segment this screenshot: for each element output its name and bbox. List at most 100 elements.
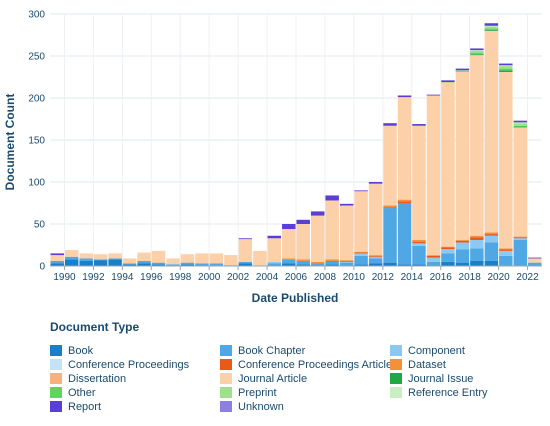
bar-segment-book-chapter[interactable]: [310, 263, 325, 266]
bar-segment-dataset[interactable]: [354, 251, 368, 253]
bar-segment-component[interactable]: [513, 238, 528, 240]
bar-segment-conference-proceedings-article[interactable]: [368, 255, 383, 257]
legend-item-dissertation[interactable]: Dissertation: [50, 372, 220, 385]
bar-segment-journal-article[interactable]: [267, 238, 282, 262]
bar-segment-book-chapter[interactable]: [296, 260, 310, 265]
bar-segment-other[interactable]: [513, 125, 528, 127]
bar-segment-preprint[interactable]: [455, 70, 470, 72]
bar-segment-conference-proceedings-article[interactable]: [339, 260, 354, 262]
bar-segment-conference-proceedings-article[interactable]: [383, 207, 397, 209]
bar-stack-2018[interactable]: [470, 48, 484, 266]
bar-segment-book-chapter[interactable]: [325, 261, 339, 265]
bar-segment-book-chapter[interactable]: [383, 208, 397, 263]
legend-item-unknown[interactable]: Unknown: [220, 400, 390, 413]
bar-segment-book[interactable]: [397, 264, 412, 266]
bar-segment-dataset[interactable]: [499, 248, 513, 250]
bar-stack-2011[interactable]: [368, 182, 383, 266]
bar-segment-journal-issue[interactable]: [484, 29, 499, 31]
bar-segment-book[interactable]: [79, 260, 93, 266]
bar-segment-other[interactable]: [455, 71, 470, 72]
bar-segment-book-chapter[interactable]: [50, 260, 64, 264]
bar-stack-1992[interactable]: [93, 254, 108, 266]
bar-segment-report[interactable]: [325, 195, 339, 201]
bar-segment-book-chapter[interactable]: [151, 262, 166, 265]
bar-segment-book-chapter[interactable]: [195, 263, 209, 266]
bar-segment-component[interactable]: [441, 249, 455, 254]
bar-segment-journal-article[interactable]: [195, 253, 209, 264]
bar-segment-journal-article[interactable]: [224, 255, 238, 266]
bar-segment-journal-article[interactable]: [282, 229, 296, 259]
bar-stack-1996[interactable]: [151, 250, 166, 266]
bar-segment-journal-article[interactable]: [253, 250, 267, 266]
bar-segment-component[interactable]: [470, 239, 484, 249]
bar-segment-report[interactable]: [296, 219, 310, 224]
bar-segment-book[interactable]: [354, 264, 368, 266]
bar-stack-2000[interactable]: [209, 253, 224, 266]
bar-segment-journal-article[interactable]: [209, 253, 224, 264]
bar-stack-2001[interactable]: [224, 255, 238, 266]
bar-segment-conference-proceedings-article[interactable]: [513, 237, 528, 239]
bar-segment-conference-proceedings-article[interactable]: [354, 252, 368, 254]
bar-stack-1993[interactable]: [108, 253, 122, 266]
bar-stack-2013[interactable]: [397, 95, 412, 266]
bar-segment-preprint[interactable]: [470, 50, 484, 53]
bar-segment-journal-article[interactable]: [79, 253, 93, 259]
bar-segment-book[interactable]: [151, 264, 166, 266]
bar-segment-report[interactable]: [383, 123, 397, 126]
bar-stack-1989[interactable]: [50, 253, 64, 266]
bar-segment-journal-article[interactable]: [441, 82, 455, 247]
bar-segment-component[interactable]: [339, 261, 354, 263]
bar-segment-conference-proceedings-article[interactable]: [484, 234, 499, 236]
bar-segment-journal-article[interactable]: [50, 255, 64, 261]
bar-segment-journal-article[interactable]: [93, 254, 108, 260]
bar-segment-book[interactable]: [470, 260, 484, 266]
bar-stack-2006[interactable]: [296, 219, 310, 266]
bar-segment-dataset[interactable]: [296, 259, 310, 261]
bar-segment-component[interactable]: [426, 257, 441, 262]
bar-segment-journal-article[interactable]: [397, 97, 412, 200]
bar-segment-dataset[interactable]: [441, 246, 455, 248]
bar-segment-conference-proceedings-article[interactable]: [397, 201, 412, 203]
legend-item-dataset[interactable]: Dataset: [390, 358, 540, 371]
legend-item-preprint[interactable]: Preprint: [220, 386, 390, 399]
bar-segment-component[interactable]: [484, 235, 499, 243]
legend-item-book[interactable]: Book: [50, 344, 220, 357]
bar-stack-1995[interactable]: [137, 252, 151, 266]
bar-segment-book[interactable]: [180, 264, 195, 266]
bar-stack-1994[interactable]: [122, 258, 137, 266]
bar-stack-2017[interactable]: [455, 68, 470, 266]
bar-segment-component[interactable]: [455, 242, 470, 250]
legend-item-journal-article[interactable]: Journal Article: [220, 372, 390, 385]
bar-segment-report[interactable]: [455, 68, 470, 71]
bar-segment-journal-article[interactable]: [166, 258, 180, 265]
bar-segment-reference-entry[interactable]: [499, 65, 513, 67]
bar-segment-book-chapter[interactable]: [209, 263, 224, 266]
bar-segment-report[interactable]: [310, 211, 325, 216]
bar-segment-book-chapter[interactable]: [64, 256, 79, 260]
bar-segment-report[interactable]: [426, 94, 441, 96]
bar-segment-book-chapter[interactable]: [455, 249, 470, 263]
bar-segment-book[interactable]: [137, 263, 151, 266]
bar-segment-report[interactable]: [513, 120, 528, 123]
bar-segment-journal-article[interactable]: [470, 55, 484, 236]
bar-segment-journal-article[interactable]: [64, 250, 79, 257]
bar-segment-journal-article[interactable]: [383, 125, 397, 206]
bar-segment-journal-article[interactable]: [122, 258, 137, 264]
bar-segment-component[interactable]: [499, 250, 513, 256]
bar-segment-book-chapter[interactable]: [412, 245, 426, 265]
bar-stack-2019[interactable]: [484, 23, 499, 266]
bar-stack-2014[interactable]: [412, 124, 426, 266]
bar-stack-2007[interactable]: [310, 211, 325, 266]
bar-segment-report[interactable]: [441, 80, 455, 83]
bar-segment-dataset[interactable]: [455, 239, 470, 241]
bar-stack-1990[interactable]: [64, 250, 79, 266]
bar-segment-conference-proceedings-article[interactable]: [455, 240, 470, 243]
bar-segment-dataset[interactable]: [426, 255, 441, 256]
bar-segment-book[interactable]: [93, 260, 108, 266]
bar-segment-journal-article[interactable]: [368, 183, 383, 256]
bar-segment-report[interactable]: [339, 203, 354, 206]
legend-item-other[interactable]: Other: [50, 386, 220, 399]
bar-segment-report[interactable]: [50, 253, 64, 256]
bar-segment-journal-article[interactable]: [151, 250, 166, 263]
bar-segment-preprint[interactable]: [513, 123, 528, 126]
